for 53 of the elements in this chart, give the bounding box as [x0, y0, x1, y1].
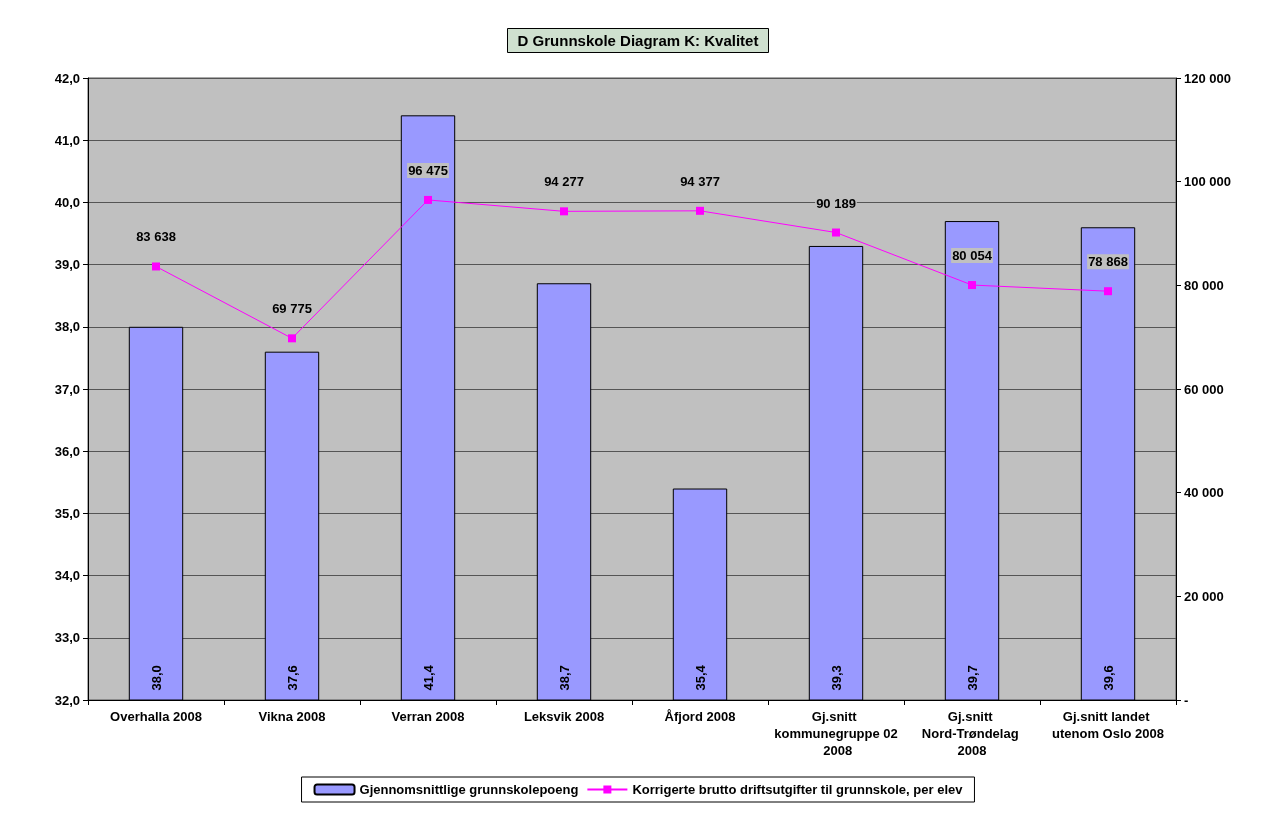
data-label: 39,7 [964, 665, 980, 691]
data-label: 69 775 [272, 301, 312, 317]
data-label: 80 054 [952, 248, 993, 264]
x-tick-label: Overhalla 2008 [110, 709, 202, 724]
y2-tick-label: 20 000 [1184, 588, 1224, 604]
data-label: 90 189 [816, 195, 856, 211]
legend-label: Korrigerte brutto driftsutgifter til grunnskole, per elev [632, 782, 964, 797]
data-label: 37,6 [284, 665, 300, 691]
y-tick-label: 37,0 [54, 381, 80, 397]
y-tick-label: 41,0 [54, 132, 80, 148]
y-tick-label: 42,0 [54, 70, 80, 86]
point [424, 195, 432, 204]
x-tick-label: Gj.snitt landet utenom Oslo 2008 [1052, 709, 1164, 741]
y-tick-label: 39,0 [54, 257, 80, 273]
data-label: 38,7 [556, 665, 572, 691]
y-tick-label: 35,0 [54, 505, 80, 521]
x-tick-label: Gj.snitt Nord-Trøndelag 2008 [921, 709, 1023, 758]
point [696, 206, 704, 215]
x-tick-label: Åfjord 2008 [664, 709, 736, 724]
point [288, 334, 296, 343]
data-label: 83 638 [136, 229, 176, 245]
x-tick-label: Gj.snitt kommunegruppe 02 2008 [774, 709, 898, 758]
y-tick-label: 36,0 [54, 443, 80, 459]
data-label: 94 377 [680, 173, 720, 189]
data-label: 38,0 [148, 665, 164, 691]
y-tick-label: 34,0 [54, 568, 80, 584]
data-label: 94 277 [544, 174, 584, 190]
y-tick-label: 33,0 [54, 630, 80, 646]
y2-tick-label: 120 000 [1184, 70, 1231, 86]
point [832, 228, 840, 237]
point [560, 207, 568, 216]
x-tick-label: Leksvik 2008 [523, 709, 605, 724]
data-label: 41,4 [420, 664, 436, 691]
x-tick-label: Verran 2008 [391, 709, 465, 724]
y2-tick-label: 100 000 [1184, 174, 1231, 190]
legend-label: Gjennomsnittlige grunnskolepoeng [359, 782, 579, 797]
point [968, 281, 976, 290]
data-label: 78 868 [1088, 254, 1128, 270]
point [152, 262, 160, 271]
chart-title: D Grunnskole Diagram K: Kvalitet [517, 32, 759, 49]
y-tick-label: 38,0 [54, 319, 80, 335]
x-tick-label: Vikna 2008 [258, 709, 326, 724]
data-label: 35,4 [692, 664, 708, 691]
y2-tick-label: 80 000 [1184, 277, 1224, 293]
data-label: 96 475 [408, 162, 448, 178]
y2-tick-label: 40 000 [1184, 485, 1224, 501]
data-label: 39,6 [1100, 665, 1116, 691]
data-label: 39,3 [828, 665, 844, 691]
point [1104, 287, 1112, 296]
y2-tick-label: - [1184, 692, 1189, 708]
y-tick-label: 32,0 [54, 692, 80, 708]
y2-tick-label: 60 000 [1184, 381, 1224, 397]
y-tick-label: 40,0 [54, 194, 80, 210]
